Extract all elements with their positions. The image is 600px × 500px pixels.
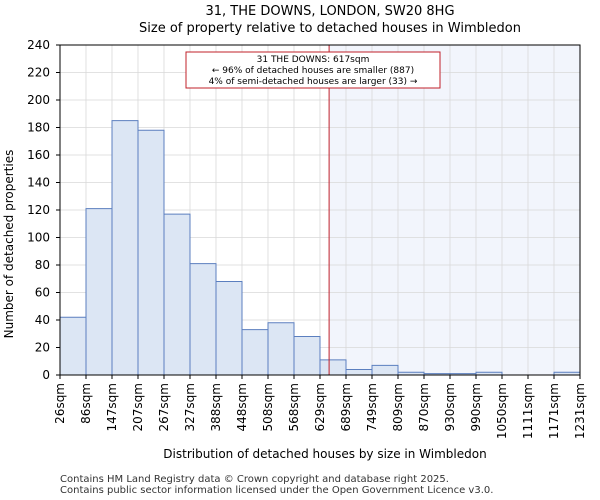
x-tick-label: 1231sqm <box>573 383 587 439</box>
x-tick-label: 1171sqm <box>547 383 561 439</box>
y-tick-label: 180 <box>27 121 50 135</box>
x-tick-label: 749sqm <box>365 383 379 431</box>
x-tick-label: 327sqm <box>183 383 197 431</box>
x-axis-ticks: 26sqm 86sqm 147sqm 207sqm 267sqm 327sqm 388sqm… <box>53 375 587 439</box>
annotation-line-1: 31 THE DOWNS: 617sqm <box>257 55 370 65</box>
y-tick-label: 160 <box>27 148 50 162</box>
bar-629sqm <box>319 359 347 376</box>
bar-26sqm <box>59 316 87 376</box>
chart-subtitle: Size of property relative to detached ho… <box>139 21 521 36</box>
bar-448sqm <box>241 329 269 376</box>
bar-689sqm <box>345 369 373 376</box>
y-tick-label: 240 <box>27 38 50 52</box>
y-tick-label: 200 <box>27 93 50 107</box>
y-tick-label: 120 <box>27 203 50 217</box>
x-tick-label: 388sqm <box>209 383 223 431</box>
x-tick-label: 147sqm <box>105 383 119 431</box>
annotation-line-2: ← 96% of detached houses are smaller (88… <box>212 66 414 76</box>
x-tick-label: 689sqm <box>339 383 353 431</box>
bar-568sqm <box>293 336 321 376</box>
x-tick-label: 870sqm <box>417 383 431 431</box>
chart-title: 31, THE DOWNS, LONDON, SW20 8HG <box>205 4 454 19</box>
annotation-box: 31 THE DOWNS: 617sqm ← 96% of detached h… <box>185 51 441 89</box>
x-tick-label: 86sqm <box>79 383 93 424</box>
bar-388sqm <box>215 281 243 376</box>
x-tick-label: 1111sqm <box>521 383 535 439</box>
x-tick-label: 508sqm <box>261 383 275 431</box>
x-tick-label: 809sqm <box>391 383 405 431</box>
annotation-rect <box>185 51 441 89</box>
x-tick-label: 448sqm <box>235 383 249 431</box>
bar-207sqm <box>137 129 165 376</box>
y-axis-label: Number of detached properties <box>2 150 16 339</box>
x-tick-label: 207sqm <box>131 383 145 431</box>
x-axis-label: Distribution of detached houses by size … <box>163 447 486 461</box>
y-tick-label: 100 <box>27 231 50 245</box>
y-tick-label: 40 <box>35 313 50 327</box>
bar-749sqm <box>371 364 399 376</box>
bars <box>59 120 581 376</box>
footer-attribution-2: Contains public sector information licen… <box>60 485 494 496</box>
bar-267sqm <box>163 213 191 376</box>
y-axis-ticks: 0 20 40 60 80 100 120 140 160 180 200 220 240 <box>27 38 60 382</box>
x-tick-label: 568sqm <box>287 383 301 431</box>
x-tick-label: 990sqm <box>469 383 483 431</box>
footer-attribution-1: Contains HM Land Registry data © Crown c… <box>60 474 449 485</box>
x-tick-label: 629sqm <box>313 383 327 431</box>
x-tick-label: 267sqm <box>157 383 171 431</box>
plot-frame <box>59 44 581 376</box>
y-tick-label: 220 <box>27 66 50 80</box>
x-tick-label: 1050sqm <box>495 383 509 439</box>
x-tick-label: 930sqm <box>443 383 457 431</box>
x-tick-label: 26sqm <box>53 383 67 424</box>
bar-508sqm <box>267 322 295 376</box>
bar-327sqm <box>189 263 217 376</box>
y-tick-label: 140 <box>27 176 50 190</box>
annotation-line-3: 4% of semi-detached houses are larger (3… <box>209 77 418 87</box>
y-tick-label: 0 <box>42 368 50 382</box>
y-tick-label: 20 <box>35 341 50 355</box>
y-tick-label: 80 <box>35 258 50 272</box>
bar-86sqm <box>85 208 113 376</box>
bar-147sqm <box>111 120 139 376</box>
y-tick-label: 60 <box>35 286 50 300</box>
